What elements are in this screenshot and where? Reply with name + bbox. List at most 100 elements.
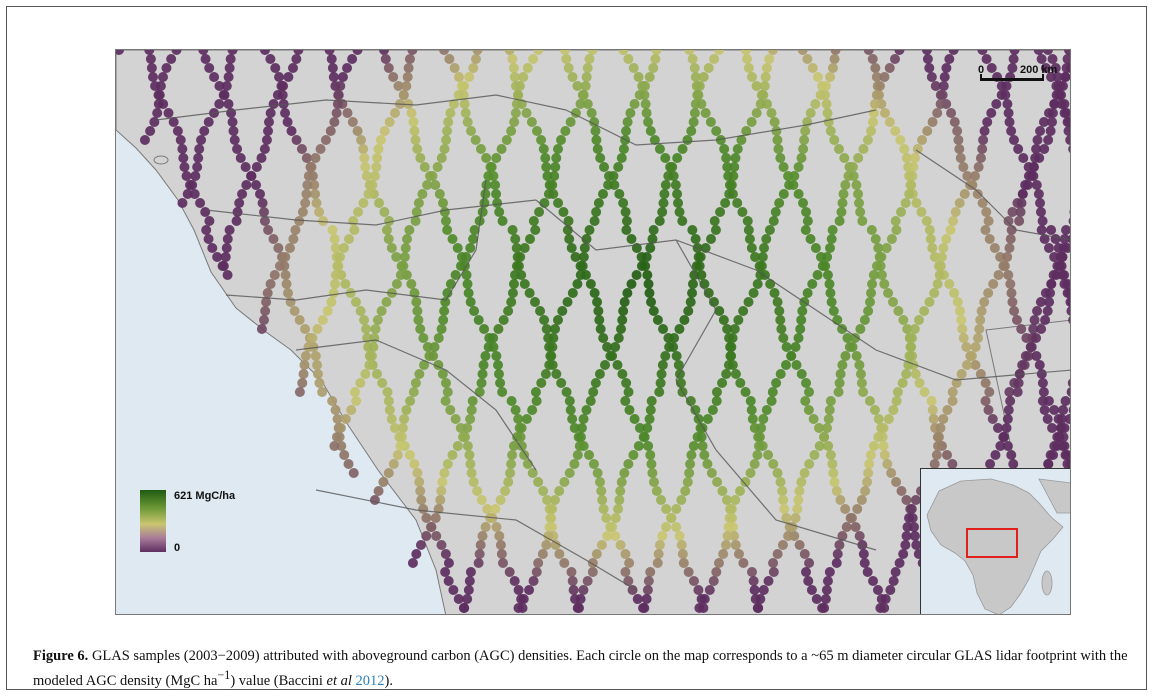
glas-footprint bbox=[774, 198, 784, 208]
glas-footprint bbox=[340, 279, 350, 289]
glas-footprint bbox=[483, 171, 493, 181]
glas-footprint bbox=[616, 324, 626, 334]
legend-min-label: 0 bbox=[174, 542, 180, 554]
glas-footprint bbox=[497, 549, 507, 559]
glas-footprint bbox=[187, 180, 197, 190]
glas-footprint bbox=[1004, 108, 1014, 118]
glas-footprint bbox=[399, 414, 409, 424]
glas-footprint bbox=[554, 549, 564, 559]
legend-max-label: 621 MgC/ha bbox=[174, 490, 235, 502]
glas-footprint bbox=[578, 585, 588, 595]
glas-footprint bbox=[884, 414, 894, 424]
glas-footprint bbox=[617, 477, 627, 487]
glas-footprint bbox=[997, 90, 1007, 100]
glas-footprint bbox=[642, 252, 652, 262]
glas-footprint bbox=[725, 351, 735, 361]
glas-footprint bbox=[1052, 90, 1062, 100]
glas-footprint bbox=[775, 153, 785, 163]
glas-footprint bbox=[147, 63, 157, 73]
glas-footprint bbox=[598, 189, 608, 199]
glas-footprint bbox=[595, 477, 605, 487]
glas-footprint bbox=[955, 198, 965, 208]
glas-footprint bbox=[1024, 171, 1034, 181]
glas-footprint bbox=[768, 459, 778, 469]
glas-footprint bbox=[359, 153, 369, 163]
glas-footprint bbox=[661, 180, 671, 190]
glas-footprint bbox=[314, 207, 324, 217]
glas-footprint bbox=[620, 549, 630, 559]
glas-footprint bbox=[246, 171, 256, 181]
glas-footprint bbox=[339, 243, 349, 253]
glas-footprint bbox=[630, 414, 640, 424]
glas-footprint bbox=[1038, 216, 1048, 226]
glas-footprint bbox=[749, 288, 759, 298]
glas-footprint bbox=[380, 126, 390, 136]
glas-footprint bbox=[649, 306, 659, 316]
glas-footprint bbox=[644, 279, 654, 289]
glas-footprint bbox=[361, 324, 371, 334]
glas-footprint bbox=[559, 558, 569, 568]
glas-footprint bbox=[801, 378, 811, 388]
glas-footprint bbox=[753, 279, 763, 289]
glas-footprint bbox=[359, 315, 369, 325]
glas-footprint bbox=[866, 288, 876, 298]
glas-footprint bbox=[839, 153, 849, 163]
glas-footprint bbox=[928, 117, 938, 127]
glas-footprint bbox=[882, 459, 892, 469]
glas-footprint bbox=[813, 72, 823, 82]
glas-footprint bbox=[173, 126, 183, 136]
glas-footprint bbox=[605, 351, 615, 361]
glas-footprint bbox=[865, 297, 875, 307]
glas-footprint bbox=[803, 576, 813, 586]
glas-footprint bbox=[349, 225, 359, 235]
glas-footprint bbox=[451, 414, 461, 424]
glas-footprint bbox=[784, 180, 794, 190]
glas-footprint bbox=[599, 504, 609, 514]
glas-footprint bbox=[866, 126, 876, 136]
glas-footprint bbox=[493, 324, 503, 334]
scale-bar-tick-left bbox=[980, 74, 982, 81]
glas-footprint bbox=[411, 549, 421, 559]
citation-year-link[interactable]: 2012 bbox=[356, 673, 385, 689]
glas-footprint bbox=[441, 378, 451, 388]
glas-footprint bbox=[599, 162, 609, 172]
glas-footprint bbox=[214, 99, 224, 109]
glas-footprint bbox=[758, 414, 768, 424]
glas-footprint bbox=[824, 117, 834, 127]
glas-footprint bbox=[268, 234, 278, 244]
glas-footprint bbox=[879, 423, 889, 433]
glas-footprint bbox=[1018, 189, 1028, 199]
glas-footprint bbox=[1016, 198, 1026, 208]
glas-footprint bbox=[832, 558, 842, 568]
glas-footprint bbox=[932, 108, 942, 118]
glas-footprint bbox=[444, 558, 454, 568]
glas-footprint bbox=[335, 81, 345, 91]
glas-footprint bbox=[603, 180, 613, 190]
glas-footprint bbox=[547, 504, 557, 514]
glas-footprint bbox=[534, 207, 544, 217]
glas-footprint bbox=[927, 243, 937, 253]
glas-footprint bbox=[709, 576, 719, 586]
glas-footprint bbox=[915, 378, 925, 388]
glas-footprint bbox=[323, 306, 333, 316]
glas-footprint bbox=[528, 54, 538, 64]
glas-footprint bbox=[940, 72, 950, 82]
glas-footprint bbox=[703, 414, 713, 424]
glas-footprint bbox=[572, 279, 582, 289]
glas-footprint bbox=[590, 126, 600, 136]
glas-footprint bbox=[583, 576, 593, 586]
glas-footprint bbox=[754, 441, 764, 451]
glas-footprint bbox=[829, 306, 839, 316]
glas-footprint bbox=[182, 171, 192, 181]
glas-footprint bbox=[871, 234, 881, 244]
glas-footprint bbox=[269, 99, 279, 109]
glas-footprint bbox=[858, 144, 868, 154]
glas-footprint bbox=[1005, 396, 1015, 406]
glas-footprint bbox=[993, 423, 1003, 433]
glas-footprint bbox=[932, 450, 942, 460]
glas-footprint bbox=[1030, 315, 1040, 325]
glas-footprint bbox=[1046, 450, 1056, 460]
glas-footprint bbox=[622, 288, 632, 298]
glas-footprint bbox=[550, 324, 560, 334]
glas-footprint bbox=[403, 72, 413, 82]
